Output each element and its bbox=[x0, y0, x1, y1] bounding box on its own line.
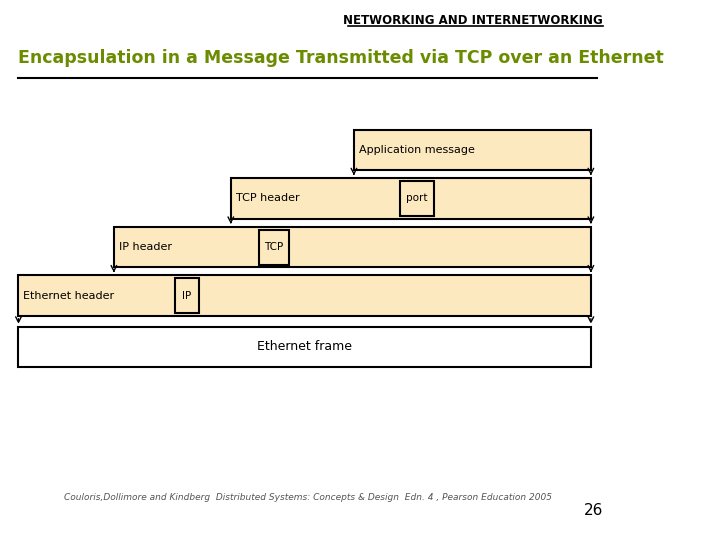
Bar bbox=[231, 178, 591, 219]
Text: IP header: IP header bbox=[119, 242, 172, 252]
Text: Encapsulation in a Message Transmitted via TCP over an Ethernet: Encapsulation in a Message Transmitted v… bbox=[19, 49, 665, 66]
Bar bbox=[176, 278, 199, 313]
Text: Ethernet frame: Ethernet frame bbox=[257, 340, 352, 354]
Text: NETWORKING AND INTERNETWORKING: NETWORKING AND INTERNETWORKING bbox=[343, 14, 603, 26]
Bar bbox=[114, 227, 591, 267]
Bar bbox=[354, 130, 591, 170]
Bar bbox=[258, 230, 289, 265]
Bar bbox=[400, 181, 434, 216]
Text: Application message: Application message bbox=[359, 145, 474, 155]
Text: port: port bbox=[406, 193, 428, 204]
Text: Couloris,Dollimore and Kindberg  Distributed Systems: Concepts & Design  Edn. 4 : Couloris,Dollimore and Kindberg Distribu… bbox=[64, 493, 552, 502]
Bar bbox=[19, 327, 591, 367]
Bar bbox=[19, 275, 591, 316]
Text: IP: IP bbox=[182, 291, 192, 301]
Text: TCP header: TCP header bbox=[235, 193, 300, 204]
Text: Ethernet header: Ethernet header bbox=[23, 291, 114, 301]
Text: TCP: TCP bbox=[264, 242, 284, 252]
Text: 26: 26 bbox=[584, 503, 603, 518]
